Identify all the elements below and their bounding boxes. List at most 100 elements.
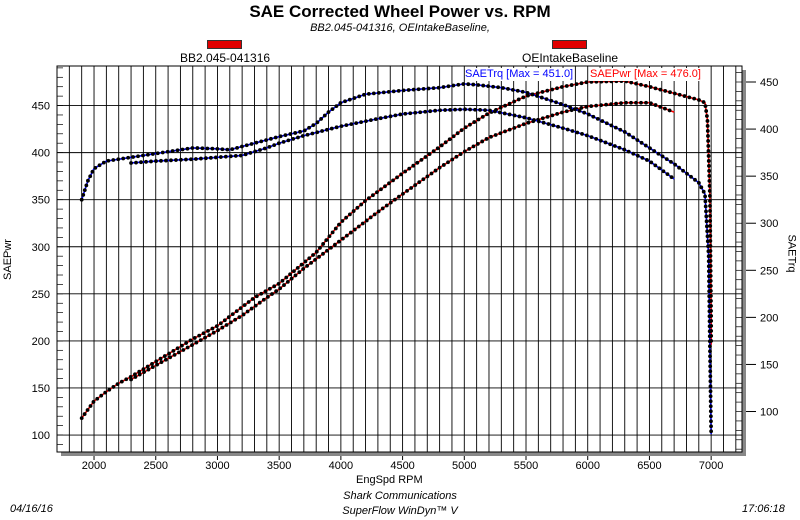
data-point	[380, 206, 385, 211]
data-point	[689, 174, 693, 179]
data-point	[485, 112, 489, 117]
data-point	[709, 429, 714, 434]
data-point	[484, 137, 489, 141]
data-point	[339, 124, 344, 129]
data-point	[473, 107, 477, 112]
y2-tick-label: 150	[760, 359, 778, 371]
data-point	[248, 151, 253, 155]
data-point	[421, 177, 426, 182]
data-point	[525, 90, 530, 95]
data-point	[707, 319, 712, 324]
data-point	[184, 341, 189, 345]
data-point	[706, 269, 711, 274]
data-point	[190, 146, 195, 150]
data-point	[259, 291, 264, 296]
data-point	[589, 104, 594, 109]
data-point	[535, 91, 540, 96]
data-point	[268, 136, 273, 141]
data-point	[330, 230, 335, 235]
data-point	[608, 142, 613, 147]
data-point	[648, 146, 652, 151]
data-point	[359, 120, 363, 125]
data-point	[639, 100, 643, 105]
data-point	[409, 186, 414, 190]
data-point	[302, 128, 307, 133]
data-point	[141, 367, 146, 372]
footer-software: SuperFlow WinDyn™ V	[342, 505, 458, 517]
data-point	[496, 85, 501, 90]
data-point	[165, 149, 170, 154]
data-point	[507, 101, 512, 106]
data-point	[429, 171, 434, 176]
data-point	[79, 197, 84, 202]
data-point	[478, 108, 482, 112]
data-point	[446, 84, 451, 89]
data-point	[708, 359, 713, 364]
data-point	[708, 354, 712, 359]
data-point	[704, 214, 709, 219]
data-point	[594, 136, 599, 141]
data-point	[706, 139, 711, 143]
data-point	[344, 123, 349, 128]
data-point	[419, 158, 424, 162]
data-point	[150, 365, 155, 369]
data-point	[334, 125, 339, 130]
data-point	[604, 102, 609, 107]
data-point	[481, 83, 486, 88]
data-point	[325, 248, 329, 253]
data-point	[188, 338, 193, 343]
data-point	[362, 92, 366, 97]
data-point	[493, 133, 498, 137]
data-point	[244, 143, 249, 148]
data-point	[372, 212, 377, 217]
data-point	[107, 387, 112, 392]
data-point	[669, 159, 673, 164]
data-point	[363, 199, 367, 204]
data-point	[116, 157, 121, 162]
data-point	[383, 184, 387, 189]
data-point	[88, 174, 93, 179]
data-point	[708, 414, 713, 419]
data-point	[129, 161, 133, 165]
data-point	[707, 179, 712, 183]
data-point	[86, 178, 90, 183]
data-point	[546, 122, 551, 126]
data-point	[348, 230, 353, 235]
data-point	[448, 107, 452, 112]
data-point	[521, 95, 526, 100]
data-point	[111, 158, 116, 162]
data-point	[234, 309, 239, 314]
data-point	[668, 90, 672, 95]
data-point	[368, 215, 373, 220]
data-point	[707, 344, 712, 349]
data-point	[250, 297, 255, 301]
data-point	[536, 119, 541, 124]
data-point	[476, 117, 481, 122]
data-point	[517, 114, 522, 119]
data-point	[241, 312, 246, 317]
data-point	[617, 145, 622, 150]
data-point	[338, 101, 343, 105]
data-point	[426, 86, 431, 91]
data-point	[540, 116, 545, 121]
data-point	[230, 312, 235, 317]
data-point	[144, 159, 148, 164]
data-point	[705, 239, 710, 244]
data-point	[133, 375, 138, 379]
data-point	[639, 82, 643, 87]
data-point	[291, 137, 296, 141]
data-point	[411, 87, 416, 92]
data-point	[463, 107, 467, 112]
legend-label-run2: OEIntakeBaseline	[522, 51, 619, 65]
data-point	[282, 283, 286, 287]
data-point	[307, 256, 312, 261]
data-point	[403, 111, 408, 116]
x-tick-label: 4500	[390, 460, 414, 472]
data-point	[366, 196, 371, 201]
data-point	[154, 359, 159, 364]
data-point	[189, 157, 193, 162]
data-point	[233, 317, 238, 322]
data-point	[708, 379, 713, 384]
data-point	[397, 194, 401, 199]
